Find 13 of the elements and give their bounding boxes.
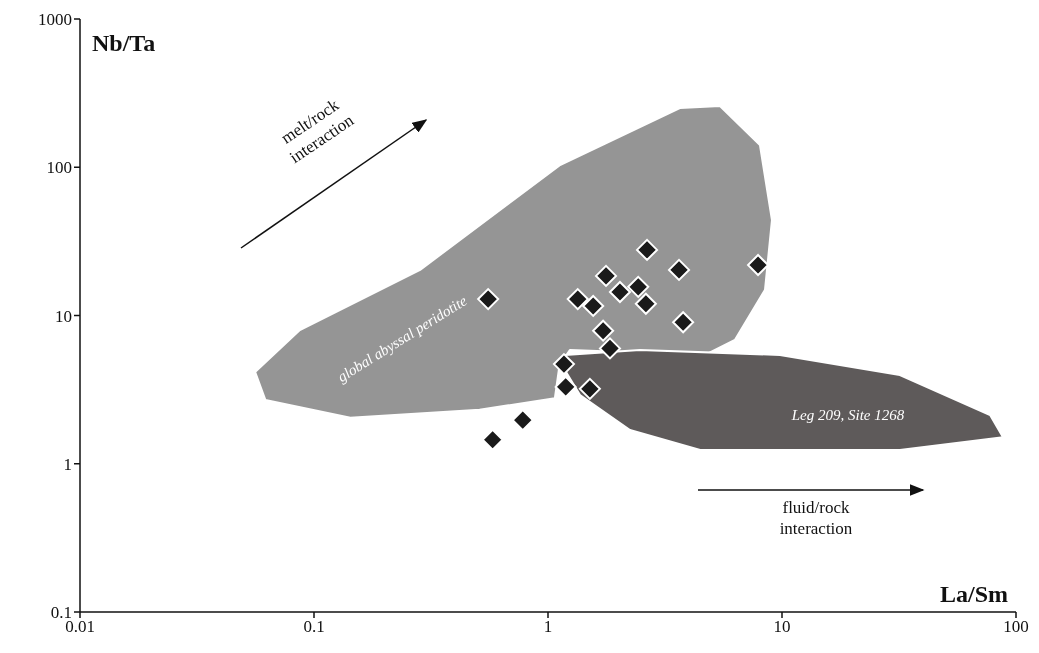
x-tick-label: 1 <box>543 617 553 637</box>
y-tick-label: 10 <box>55 306 72 326</box>
x-axis-title: La/Sm <box>939 581 1009 607</box>
y-tick-label: 100 <box>46 158 72 178</box>
x-tick-label: 0.1 <box>303 617 325 637</box>
annotation: Leg 209, Site 1268 <box>790 407 905 424</box>
x-tick-label: 10 <box>773 617 791 637</box>
annotation: fluid/rock interaction <box>779 498 853 538</box>
y-axis-title: Nb/Ta <box>92 30 156 56</box>
x-tick-label: 100 <box>1003 617 1029 637</box>
y-tick-label: 1 <box>63 454 72 474</box>
x-tick-label: 0.01 <box>65 617 95 637</box>
y-tick-label: 1000 <box>38 10 72 30</box>
